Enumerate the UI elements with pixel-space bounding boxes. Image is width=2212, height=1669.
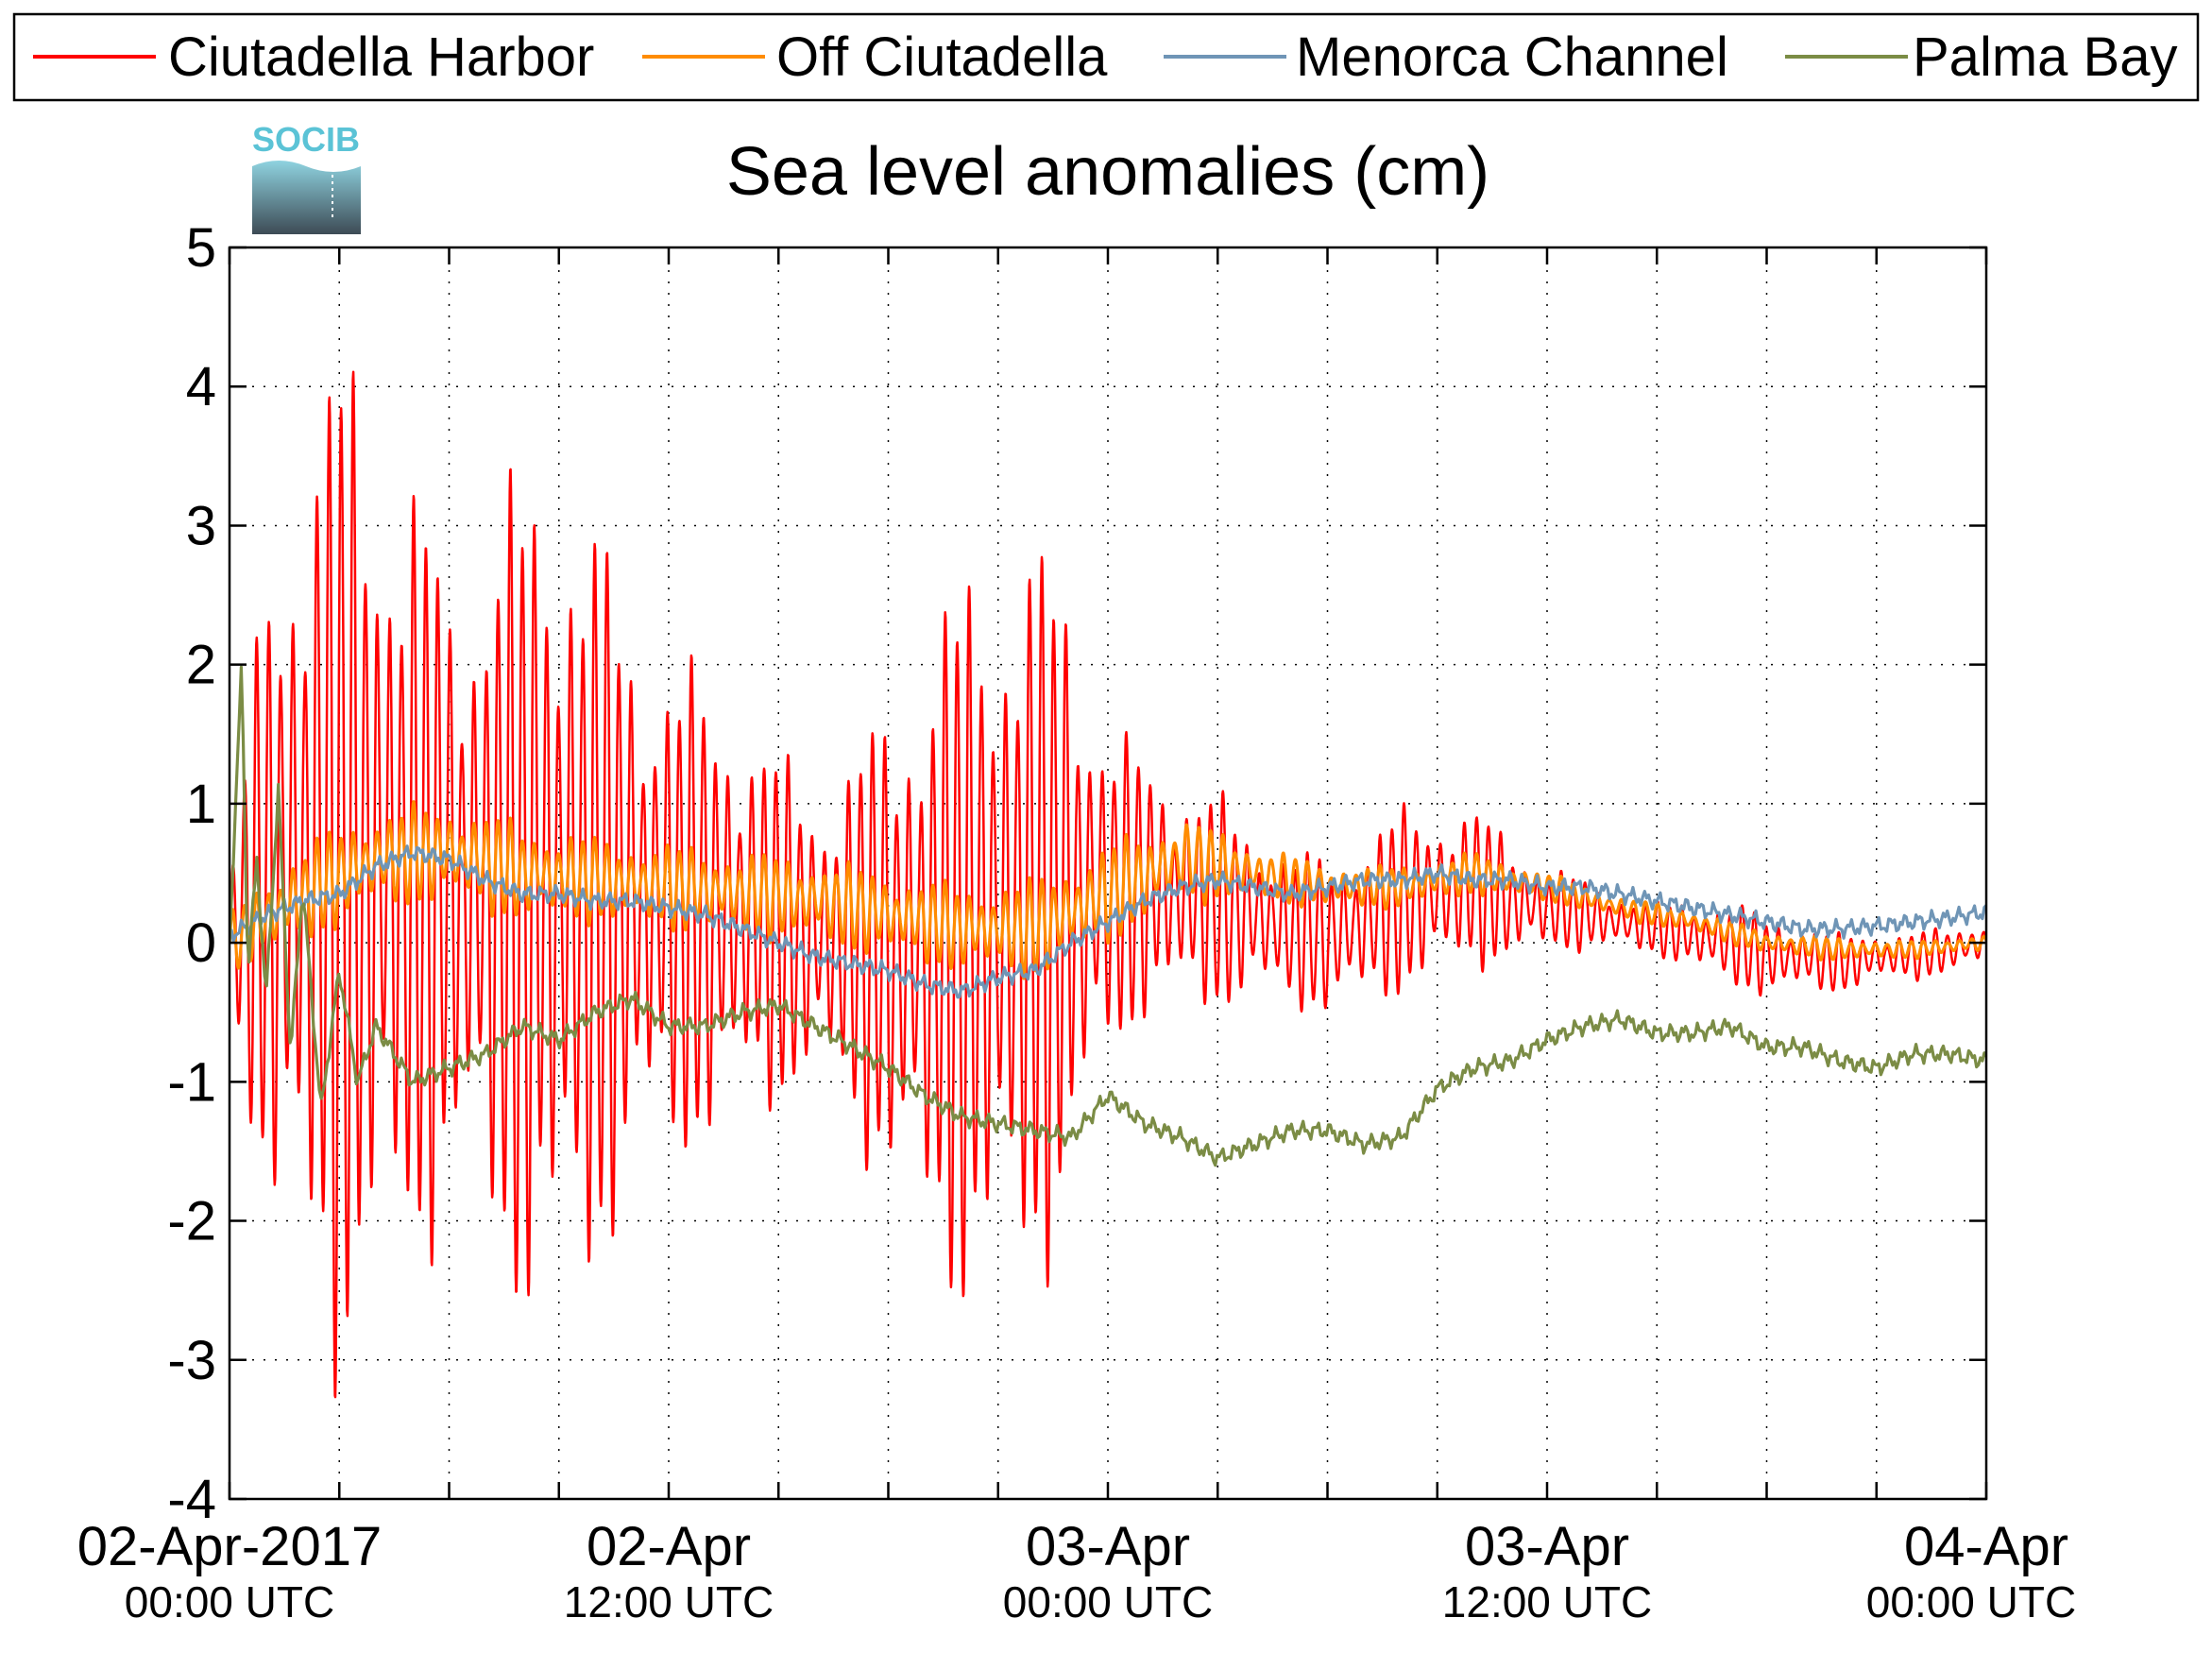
y-tick-label: -4 [167, 1469, 216, 1530]
series-palma-bay [230, 665, 1986, 1167]
y-tick-label: 5 [186, 217, 216, 279]
x-tick-time: 00:00 UTC [1003, 1577, 1213, 1626]
y-tick-label: 4 [186, 356, 216, 417]
x-tick-time: 12:00 UTC [1442, 1577, 1652, 1626]
y-tick-label: -1 [167, 1051, 216, 1113]
grid [230, 247, 1986, 1499]
y-tick-label: -2 [167, 1191, 216, 1252]
x-tick-date: 02-Apr [587, 1516, 751, 1577]
chart-title: Sea level anomalies (cm) [726, 134, 1489, 210]
socib-logo: SOCIB [252, 120, 361, 234]
series-off-ciutadella [230, 800, 1986, 980]
y-tick-label: 3 [186, 495, 216, 556]
legend-label: Palma Bay [1913, 26, 2177, 88]
y-tick-label: 2 [186, 635, 216, 696]
legend: Ciutadella Harbor Off Ciutadella Menorca C… [12, 12, 2200, 102]
legend-label: Off Ciutadella [776, 26, 1108, 88]
x-tick-date: 02-Apr-2017 [77, 1516, 382, 1577]
x-tick-date: 04-Apr [1904, 1516, 2068, 1577]
y-tick-label: -3 [167, 1330, 216, 1391]
series-group [230, 370, 1986, 1399]
y-tick-label: 1 [186, 774, 216, 835]
legend-label: Ciutadella Harbor [168, 26, 594, 88]
x-tick-time: 00:00 UTC [1866, 1577, 2076, 1626]
series-menorca-channel [230, 844, 1986, 999]
x-tick-date: 03-Apr [1026, 1516, 1190, 1577]
y-axis: -4 -3 -2 -1 0 1 2 3 4 5 [167, 217, 1986, 1530]
y-tick-label: 0 [186, 912, 216, 974]
x-tick-date: 03-Apr [1465, 1516, 1629, 1577]
x-tick-time: 12:00 UTC [564, 1577, 774, 1626]
legend-label: Menorca Channel [1296, 26, 1728, 88]
logo-wave [252, 161, 361, 234]
plot-frame [228, 246, 1988, 1501]
x-tick-time: 00:00 UTC [125, 1577, 334, 1626]
logo-text: SOCIB [252, 120, 360, 159]
